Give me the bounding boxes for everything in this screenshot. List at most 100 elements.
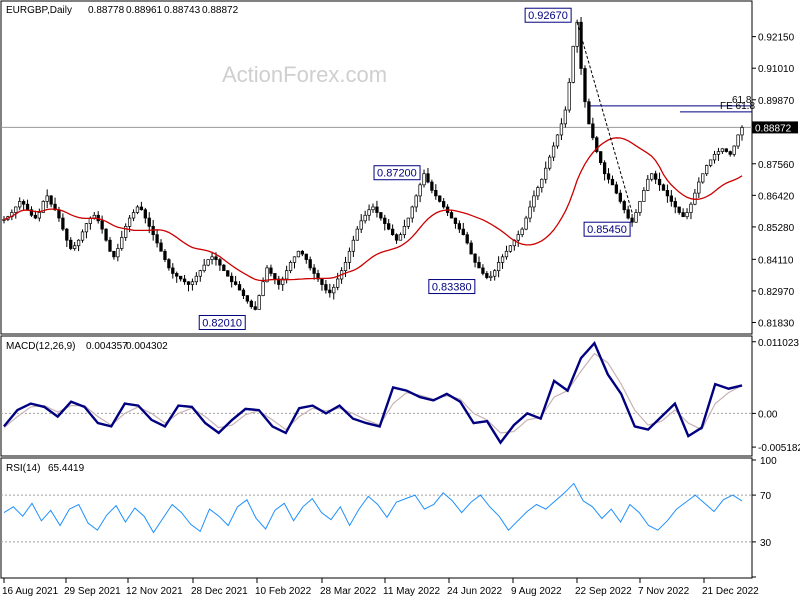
candle-bear	[465, 234, 469, 244]
candle-bear	[21, 201, 26, 205]
candle-bear	[469, 242, 473, 255]
candle-bear	[599, 151, 603, 164]
candle-bear	[477, 262, 481, 269]
candle-bear	[485, 273, 489, 278]
x-tick-label: 28 Mar 2022	[320, 586, 377, 597]
price-y-tick-label: 0.85280	[758, 223, 795, 234]
candle-bear	[324, 284, 328, 291]
candle-bear	[387, 223, 391, 230]
candle-bull	[210, 256, 214, 260]
macd-y-tick-label: 0.011023	[758, 338, 799, 349]
price-y-tick-label: 0.92150	[758, 33, 795, 44]
candle-bear	[147, 217, 151, 227]
annotation-box	[198, 314, 246, 330]
candle-bear	[253, 306, 257, 310]
candle-bear	[449, 212, 454, 219]
candle-bear	[308, 259, 312, 269]
candle-bear	[237, 284, 242, 291]
watermark: ActionForex.com	[222, 62, 387, 87]
candle-bull	[371, 206, 375, 211]
projection-dashed-line	[576, 22, 633, 213]
candle-bull	[190, 281, 195, 285]
candle-bull	[575, 21, 579, 47]
x-tick-label: 9 Aug 2022	[511, 586, 562, 597]
rsi-y-tick-label: 30	[760, 538, 772, 549]
macd-y-tick-label: 0.00	[758, 409, 778, 420]
candle-bear	[430, 181, 434, 191]
candle-bear	[583, 68, 587, 103]
x-axis: 16 Aug 2021 29 Sep 2021 12 Nov 2021 28 Dec …	[2, 578, 759, 597]
candle-bull	[332, 286, 336, 294]
candle-bull	[705, 165, 709, 175]
candle-bear	[139, 206, 144, 211]
candle-bull	[540, 178, 544, 188]
rsi-header-name: RSI(14)	[6, 463, 40, 474]
candle-bear	[622, 201, 626, 211]
fib-level-label: FE 61.8	[720, 101, 755, 112]
current-price-tag	[752, 121, 798, 134]
candle-bear	[669, 195, 673, 202]
candle-bull	[638, 201, 642, 213]
candle-bull	[520, 228, 524, 236]
price-header-open: 0.88778	[88, 5, 125, 16]
candle-bull	[536, 187, 540, 197]
candle-bull	[45, 195, 49, 202]
candle-bull	[84, 223, 89, 233]
candle-bull	[367, 209, 371, 216]
rsi-layer: 100 70 30	[1, 456, 777, 578]
macd-header-value-2: 0.004302	[126, 341, 168, 352]
candle-bear	[434, 190, 438, 197]
candle-bull	[124, 226, 128, 238]
annotation-box	[524, 7, 572, 23]
candle-bull	[650, 173, 654, 180]
price-y-tick-label: 0.86420	[758, 191, 795, 202]
price-y-tick-label: 0.81830	[758, 318, 795, 329]
candle-bear	[673, 201, 677, 208]
candle-bull	[359, 220, 363, 230]
candle-bull	[524, 217, 528, 230]
candle-bull	[642, 190, 646, 202]
candle-bear	[233, 281, 238, 285]
x-tick-label: 12 Nov 2021	[126, 586, 183, 597]
candle-bear	[610, 178, 615, 186]
x-tick-label: 7 Nov 2022	[638, 586, 690, 597]
candle-bear	[681, 212, 685, 218]
annotation-box	[428, 279, 476, 295]
candle-bear	[167, 259, 171, 269]
candle-bull	[551, 145, 556, 158]
candle-bull	[265, 267, 269, 283]
candle-bull	[18, 201, 22, 208]
candle-bear	[375, 206, 379, 213]
candle-bull	[528, 206, 532, 219]
candle-bull	[634, 212, 638, 223]
candle-bear	[108, 239, 112, 252]
candle-bull	[398, 234, 403, 241]
candle-bear	[300, 250, 304, 255]
candle-bull	[493, 270, 497, 277]
candle-bear	[481, 267, 485, 274]
price-header-high: 0.88961	[126, 5, 163, 16]
candle-bear	[728, 151, 732, 155]
candle-bull	[198, 270, 202, 277]
candle-bear	[614, 184, 619, 194]
candle-bear	[606, 173, 611, 180]
candle-bear	[69, 239, 73, 249]
current-price-label: 0.88872	[755, 123, 792, 134]
candle-bear	[461, 228, 465, 236]
candle-bull	[685, 212, 689, 218]
candle-bull	[14, 206, 18, 213]
price-y-tick-label: 0.87560	[758, 160, 795, 171]
candle-bull	[351, 239, 356, 252]
rsi-header-value: 65.4419	[48, 463, 85, 474]
candle-bull	[712, 153, 717, 161]
candle-bear	[245, 295, 250, 302]
candle-bear	[453, 217, 458, 224]
fib-level-label-small: 61.8	[732, 95, 752, 106]
candle-bear	[442, 201, 446, 208]
candle-bull	[135, 206, 140, 213]
candle-bull	[720, 148, 725, 152]
candle-bear	[57, 209, 61, 219]
candle-bull	[202, 264, 206, 272]
candle-bull	[410, 206, 414, 219]
